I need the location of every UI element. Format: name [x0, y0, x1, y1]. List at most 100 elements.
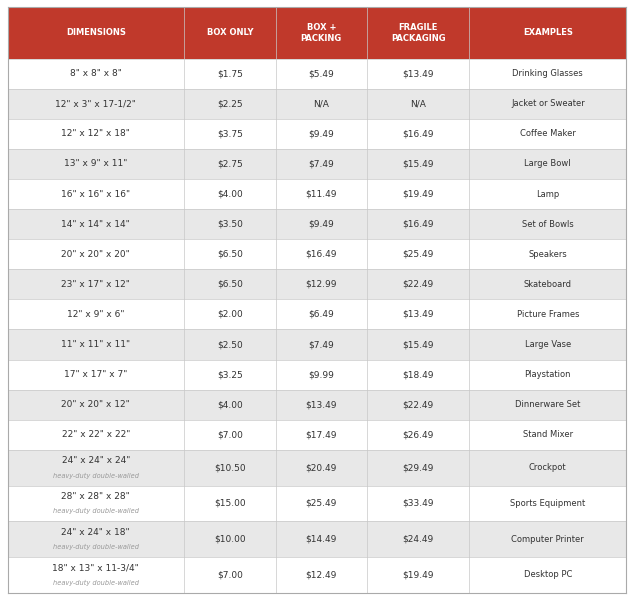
Text: 12" x 9" x 6": 12" x 9" x 6" — [67, 310, 124, 319]
Text: $16.49: $16.49 — [306, 250, 337, 259]
Text: 14" x 14" x 14": 14" x 14" x 14" — [61, 220, 130, 229]
Text: $18.49: $18.49 — [403, 370, 434, 379]
Text: $2.75: $2.75 — [217, 160, 243, 169]
Bar — [8, 269, 626, 299]
Text: Speakers: Speakers — [528, 250, 567, 259]
Text: $9.49: $9.49 — [309, 220, 334, 229]
Text: 18" x 13" x 11-3/4": 18" x 13" x 11-3/4" — [53, 563, 139, 572]
Text: Large Bowl: Large Bowl — [524, 160, 571, 169]
Bar — [8, 7, 626, 59]
Text: 23" x 17" x 12": 23" x 17" x 12" — [61, 280, 130, 289]
Text: $11.49: $11.49 — [306, 190, 337, 199]
Text: $15.49: $15.49 — [403, 340, 434, 349]
Text: BOX +
PACKING: BOX + PACKING — [301, 23, 342, 43]
Text: 20" x 20" x 20": 20" x 20" x 20" — [61, 250, 130, 259]
Text: $2.25: $2.25 — [217, 99, 243, 108]
Text: $14.49: $14.49 — [306, 535, 337, 544]
Bar — [8, 59, 626, 89]
Text: heavy-duty double-walled: heavy-duty double-walled — [53, 580, 139, 586]
Text: $26.49: $26.49 — [403, 430, 434, 439]
Text: $10.50: $10.50 — [214, 463, 245, 472]
Text: Sports Equipment: Sports Equipment — [510, 499, 585, 508]
Text: Skateboard: Skateboard — [524, 280, 572, 289]
Text: Stand Mixer: Stand Mixer — [523, 430, 573, 439]
Text: $9.99: $9.99 — [308, 370, 334, 379]
Text: $33.49: $33.49 — [403, 499, 434, 508]
Bar — [8, 179, 626, 209]
Text: $13.49: $13.49 — [403, 310, 434, 319]
Bar — [8, 119, 626, 149]
Text: $12.99: $12.99 — [306, 280, 337, 289]
Text: 11" x 11" x 11": 11" x 11" x 11" — [61, 340, 131, 349]
Text: $20.49: $20.49 — [306, 463, 337, 472]
Text: $3.25: $3.25 — [217, 370, 243, 379]
Text: 12" x 12" x 18": 12" x 12" x 18" — [61, 130, 130, 139]
Text: $22.49: $22.49 — [403, 280, 434, 289]
Text: Picture Frames: Picture Frames — [517, 310, 579, 319]
Bar — [8, 485, 626, 521]
Text: $6.50: $6.50 — [217, 280, 243, 289]
Text: Crockpot: Crockpot — [529, 463, 567, 472]
Text: 13" x 9" x 11": 13" x 9" x 11" — [64, 160, 127, 169]
Bar — [8, 149, 626, 179]
Text: $7.49: $7.49 — [309, 340, 334, 349]
Text: heavy-duty double-walled: heavy-duty double-walled — [53, 544, 139, 550]
Text: $1.75: $1.75 — [217, 69, 243, 78]
Text: $2.50: $2.50 — [217, 340, 243, 349]
Text: Drinking Glasses: Drinking Glasses — [512, 69, 583, 78]
Bar — [8, 557, 626, 593]
Text: 22" x 22" x 22": 22" x 22" x 22" — [61, 430, 130, 439]
Bar — [8, 209, 626, 239]
Text: $7.00: $7.00 — [217, 571, 243, 580]
Text: heavy-duty double-walled: heavy-duty double-walled — [53, 473, 139, 479]
Text: $17.49: $17.49 — [306, 430, 337, 439]
Text: $10.00: $10.00 — [214, 535, 245, 544]
Text: 17" x 17" x 7": 17" x 17" x 7" — [64, 370, 127, 379]
Text: $24.49: $24.49 — [403, 535, 434, 544]
Text: Dinnerware Set: Dinnerware Set — [515, 400, 581, 409]
Bar — [8, 359, 626, 389]
Text: $5.49: $5.49 — [309, 69, 334, 78]
Bar — [8, 420, 626, 450]
Bar — [8, 450, 626, 485]
Text: $25.49: $25.49 — [403, 250, 434, 259]
Text: EXAMPLES: EXAMPLES — [523, 28, 573, 37]
Text: N/A: N/A — [410, 99, 426, 108]
Text: $13.49: $13.49 — [403, 69, 434, 78]
Text: $3.75: $3.75 — [217, 130, 243, 139]
Text: 12" x 3" x 17-1/2": 12" x 3" x 17-1/2" — [55, 99, 136, 108]
Text: $15.00: $15.00 — [214, 499, 245, 508]
Text: 20" x 20" x 12": 20" x 20" x 12" — [61, 400, 130, 409]
Bar — [8, 89, 626, 119]
Text: $6.50: $6.50 — [217, 250, 243, 259]
Text: FRAGILE
PACKAGING: FRAGILE PACKAGING — [391, 23, 446, 43]
Text: Coffee Maker: Coffee Maker — [520, 130, 576, 139]
Text: $19.49: $19.49 — [403, 190, 434, 199]
Text: $7.00: $7.00 — [217, 430, 243, 439]
Bar — [8, 521, 626, 557]
Text: DIMENSIONS: DIMENSIONS — [66, 28, 126, 37]
Text: BOX ONLY: BOX ONLY — [207, 28, 253, 37]
Text: $6.49: $6.49 — [309, 310, 334, 319]
Text: 24" x 24" x 24": 24" x 24" x 24" — [61, 456, 130, 465]
Text: $4.00: $4.00 — [217, 400, 243, 409]
Bar — [8, 329, 626, 359]
Text: $2.00: $2.00 — [217, 310, 243, 319]
Text: 24" x 24" x 18": 24" x 24" x 18" — [61, 527, 130, 536]
Text: $3.50: $3.50 — [217, 220, 243, 229]
Text: $16.49: $16.49 — [403, 130, 434, 139]
Bar — [8, 239, 626, 269]
Text: $7.49: $7.49 — [309, 160, 334, 169]
Text: $13.49: $13.49 — [306, 400, 337, 409]
Text: Jacket or Sweater: Jacket or Sweater — [511, 99, 585, 108]
Text: $19.49: $19.49 — [403, 571, 434, 580]
Text: $16.49: $16.49 — [403, 220, 434, 229]
Bar — [8, 299, 626, 329]
Text: $29.49: $29.49 — [403, 463, 434, 472]
Text: 8" x 8" x 8": 8" x 8" x 8" — [70, 69, 122, 78]
Bar — [8, 389, 626, 420]
Text: Computer Printer: Computer Printer — [512, 535, 584, 544]
Text: $22.49: $22.49 — [403, 400, 434, 409]
Text: N/A: N/A — [313, 99, 329, 108]
Text: Lamp: Lamp — [536, 190, 559, 199]
